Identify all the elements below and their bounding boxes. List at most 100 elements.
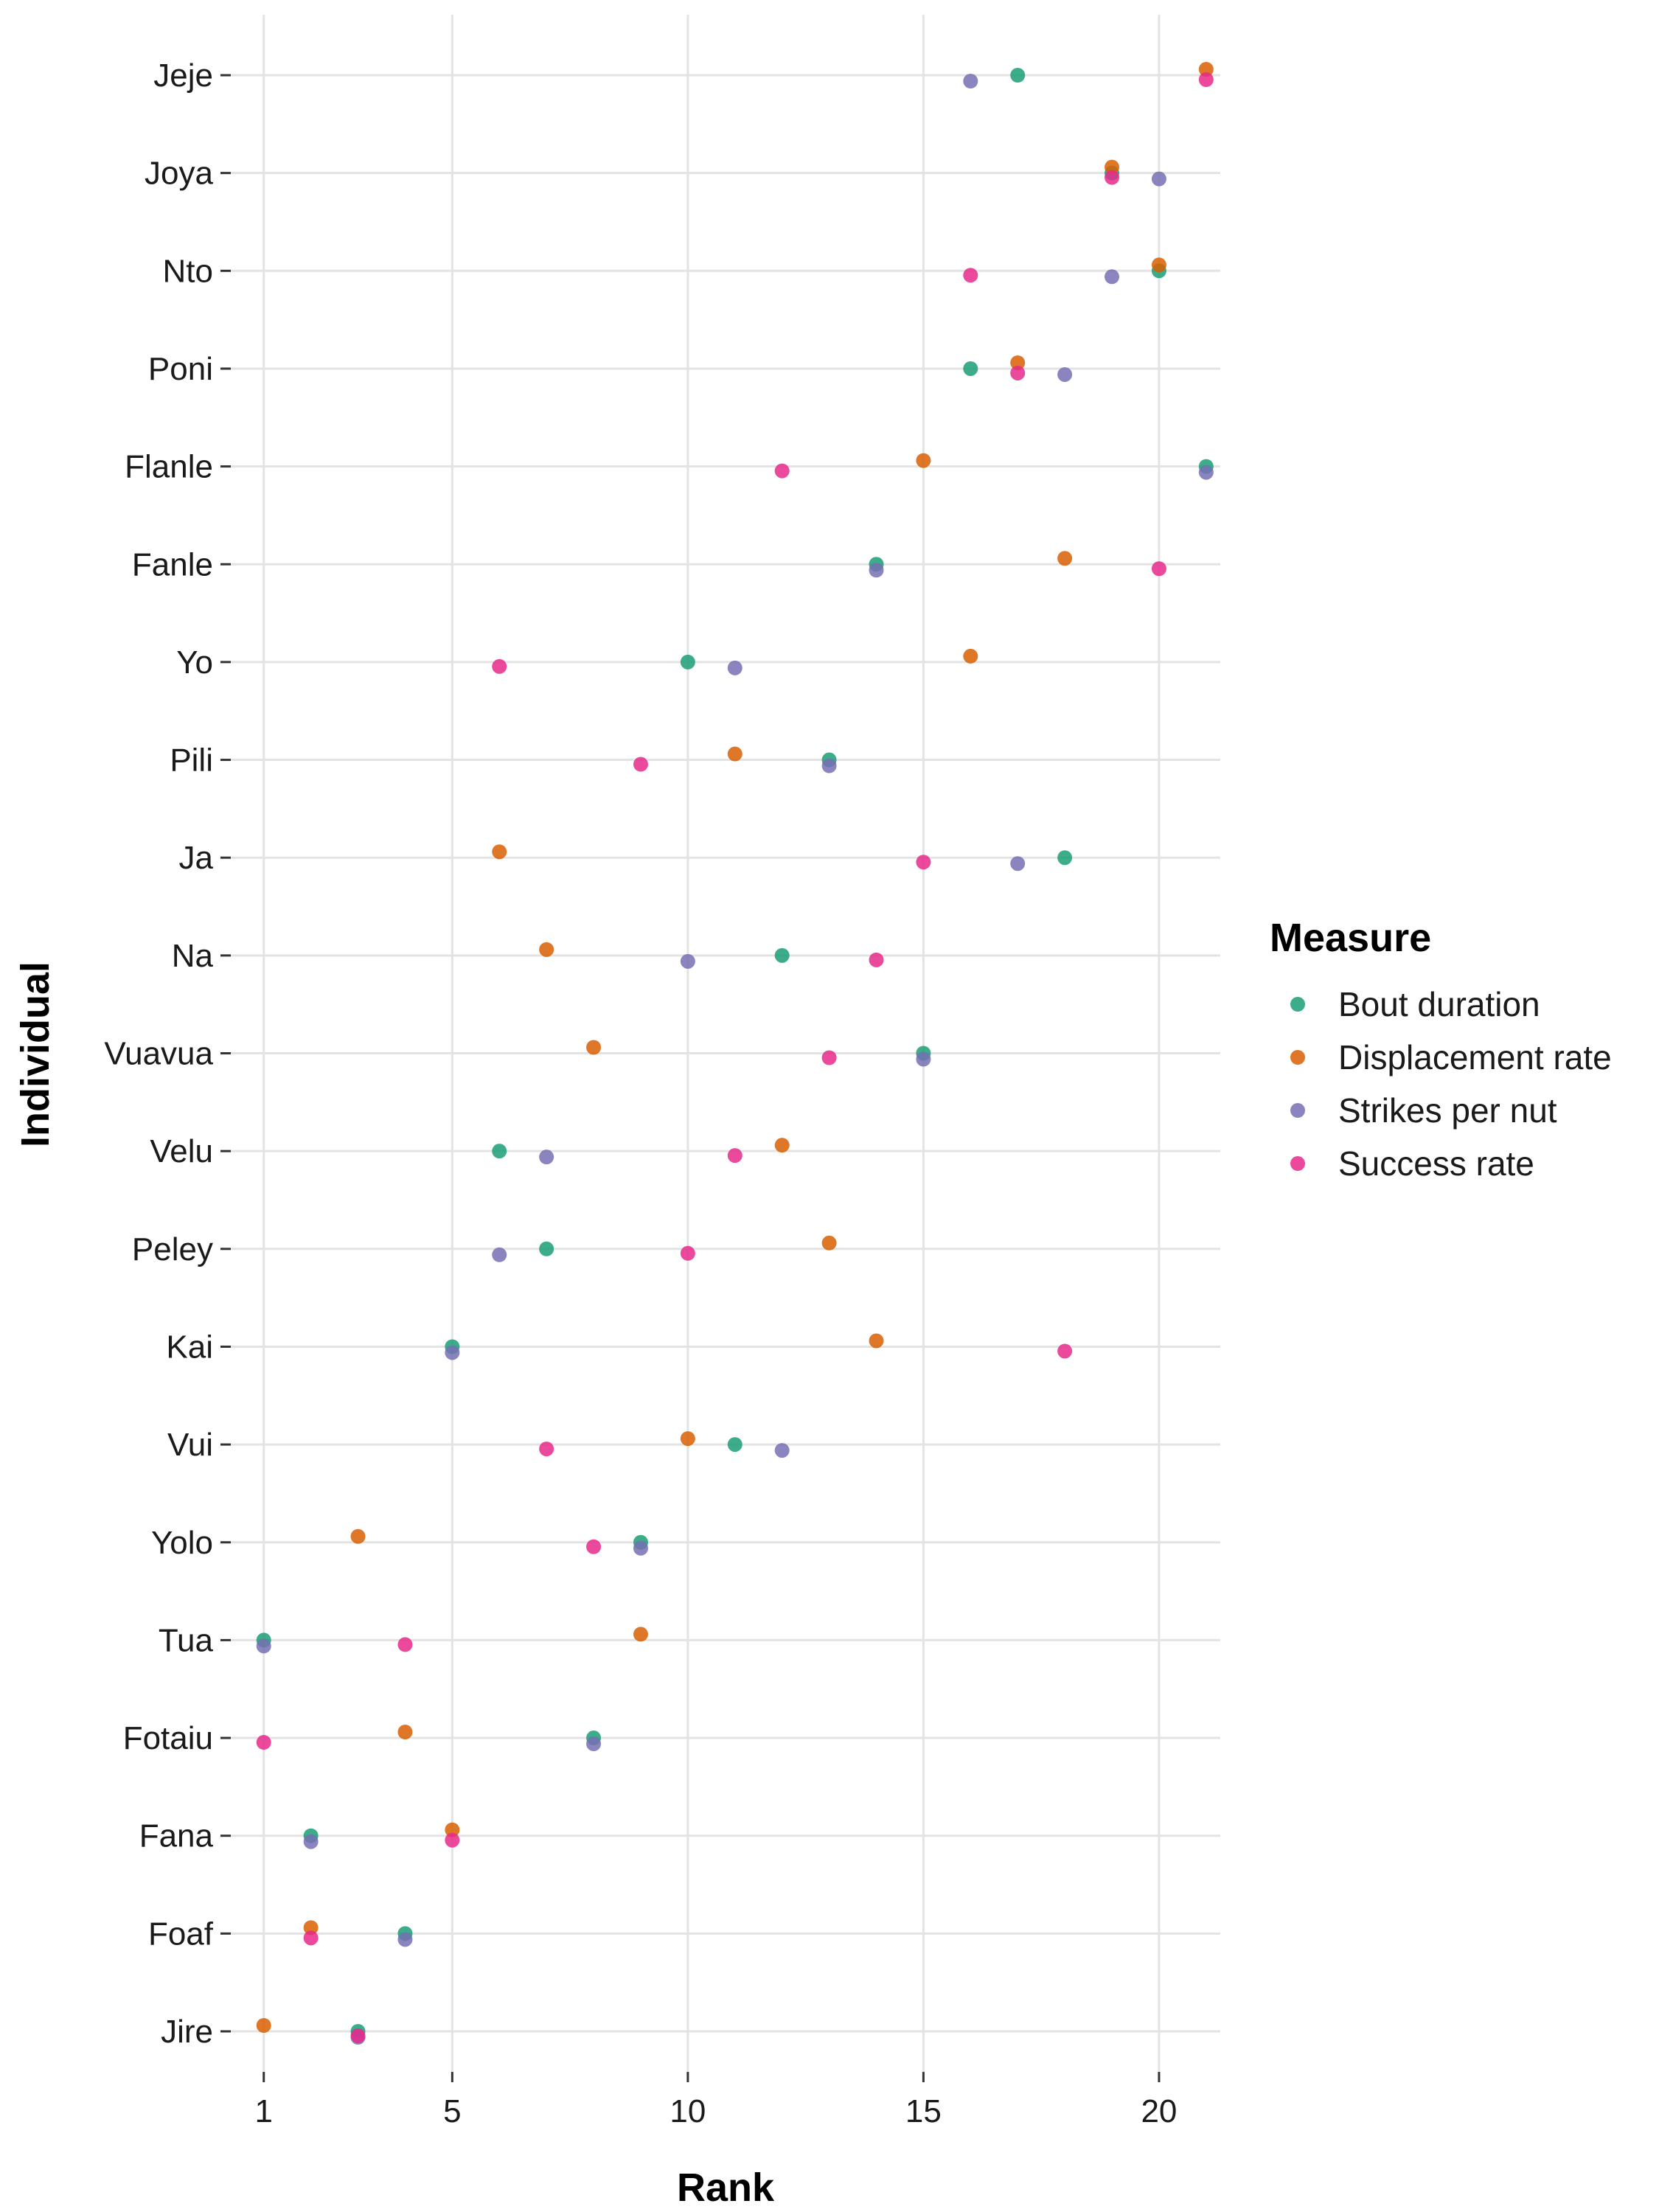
y-tick-label-jeje: Jeje xyxy=(153,58,213,94)
legend-label-strikes-per-nut: Strikes per nut xyxy=(1338,1091,1557,1130)
point-success-rate-na xyxy=(869,952,884,967)
point-strikes-per-nut-yo xyxy=(727,660,742,675)
point-strikes-per-nut-jeje xyxy=(963,74,978,88)
point-displacement-rate-joya xyxy=(1105,159,1120,175)
x-tick-label: 10 xyxy=(669,2093,706,2129)
point-strikes-per-nut-tua xyxy=(256,1638,271,1654)
point-success-rate-jeje xyxy=(1198,72,1214,87)
y-tick-label-peley: Peley xyxy=(132,1231,213,1267)
point-displacement-rate-fotaiu xyxy=(397,1725,413,1740)
x-tick-label: 1 xyxy=(254,2093,272,2129)
point-displacement-rate-jeje xyxy=(1198,62,1214,77)
legend-key-bout-duration xyxy=(1290,997,1305,1012)
y-tick-label-fanle: Fanle xyxy=(132,546,213,582)
point-strikes-per-nut-poni xyxy=(1057,366,1073,382)
point-strikes-per-nut-ja xyxy=(1010,856,1026,872)
point-displacement-rate-velu xyxy=(774,1138,790,1153)
y-tick-label-nto: Nto xyxy=(163,253,213,289)
point-displacement-rate-yo xyxy=(963,648,978,664)
point-strikes-per-nut-flanle xyxy=(1198,465,1214,480)
y-tick-label-velu: Velu xyxy=(150,1133,213,1169)
point-strikes-per-nut-fotaiu xyxy=(586,1736,602,1752)
legend-label-success-rate: Success rate xyxy=(1338,1144,1534,1183)
point-displacement-rate-kai xyxy=(869,1333,884,1349)
point-displacement-rate-jire xyxy=(256,2018,271,2033)
legend-title: Measure xyxy=(1270,916,1431,960)
point-displacement-rate-vuavua xyxy=(586,1040,602,1055)
point-displacement-rate-tua xyxy=(633,1627,648,1642)
point-success-rate-ja xyxy=(916,855,931,870)
y-axis: Jeje Joya Nto Poni Flanle Fanle Yo Pili Ja Na Vuav… xyxy=(104,58,231,2050)
y-tick-label-pili: Pili xyxy=(170,742,213,779)
y-tick-label-joya: Joya xyxy=(145,156,213,192)
y-tick-label-flanle: Flanle xyxy=(125,449,213,485)
point-success-rate-fana xyxy=(445,1832,460,1848)
y-tick-label-vuavua: Vuavua xyxy=(104,1036,213,1072)
point-displacement-rate-vui xyxy=(680,1431,695,1447)
point-displacement-rate-pili xyxy=(727,746,742,762)
point-displacement-rate-nto xyxy=(1151,257,1166,273)
point-success-rate-velu xyxy=(727,1148,742,1164)
point-success-rate-tua xyxy=(397,1637,413,1652)
point-strikes-per-nut-velu xyxy=(539,1150,554,1165)
point-displacement-rate-foaf xyxy=(303,1920,319,1935)
point-success-rate-nto xyxy=(963,268,978,283)
point-strikes-per-nut-kai xyxy=(445,1345,460,1360)
y-axis-title: Individual xyxy=(13,961,58,1147)
point-strikes-per-nut-joya xyxy=(1151,171,1166,187)
y-tick-label-yolo: Yolo xyxy=(151,1525,213,1561)
grid xyxy=(231,15,1220,2072)
x-tick-label: 15 xyxy=(905,2093,942,2129)
point-displacement-rate-poni xyxy=(1010,355,1026,370)
x-tick-label: 5 xyxy=(443,2093,461,2129)
legend: Measure Bout duration Displacement rate St… xyxy=(1270,916,1612,1183)
data-points xyxy=(256,62,1214,2045)
point-bout-duration-vui xyxy=(727,1437,742,1453)
legend-label-displacement-rate: Displacement rate xyxy=(1338,1038,1612,1077)
y-tick-label-ja: Ja xyxy=(179,840,214,876)
point-success-rate-yo xyxy=(492,658,507,674)
point-strikes-per-nut-fanle xyxy=(869,563,884,578)
point-bout-duration-peley xyxy=(539,1241,554,1256)
y-tick-label-foaf: Foaf xyxy=(148,1916,214,1952)
point-success-rate-fotaiu xyxy=(256,1735,271,1750)
point-strikes-per-nut-yolo xyxy=(633,1540,648,1556)
point-success-rate-vuavua xyxy=(821,1050,837,1065)
point-displacement-rate-na xyxy=(539,942,554,957)
y-tick-label-tua: Tua xyxy=(159,1622,214,1658)
point-strikes-per-nut-pili xyxy=(821,758,837,773)
point-success-rate-fanle xyxy=(1151,561,1166,577)
point-strikes-per-nut-vuavua xyxy=(916,1051,931,1067)
point-bout-duration-poni xyxy=(963,361,978,376)
legend-key-strikes-per-nut xyxy=(1290,1103,1305,1118)
x-axis-title: Rank xyxy=(677,2166,775,2210)
y-tick-label-vui: Vui xyxy=(167,1427,213,1463)
y-tick-label-fana: Fana xyxy=(139,1818,214,1854)
point-success-rate-joya xyxy=(1105,170,1120,185)
point-success-rate-foaf xyxy=(303,1930,319,1946)
point-strikes-per-nut-na xyxy=(680,953,695,969)
point-displacement-rate-peley xyxy=(821,1235,837,1251)
point-bout-duration-na xyxy=(774,947,790,963)
legend-label-bout-duration: Bout duration xyxy=(1338,985,1540,1023)
point-bout-duration-jeje xyxy=(1010,68,1026,83)
y-tick-label-fotaiu: Fotaiu xyxy=(123,1720,213,1756)
point-strikes-per-nut-peley xyxy=(492,1247,507,1262)
y-tick-label-poni: Poni xyxy=(148,351,213,387)
point-success-rate-vui xyxy=(539,1441,554,1457)
point-displacement-rate-ja xyxy=(492,844,507,860)
y-tick-label-yo: Yo xyxy=(176,644,213,681)
point-strikes-per-nut-nto xyxy=(1105,269,1120,285)
y-tick-label-kai: Kai xyxy=(166,1329,213,1365)
x-axis: 1 5 10 15 20 xyxy=(254,2072,1177,2129)
y-tick-label-jire: Jire xyxy=(161,2014,213,2050)
legend-key-displacement-rate xyxy=(1290,1050,1305,1065)
point-displacement-rate-flanle xyxy=(916,453,931,468)
point-success-rate-jire xyxy=(350,2028,366,2043)
x-tick-label: 20 xyxy=(1141,2093,1177,2129)
point-success-rate-pili xyxy=(633,757,648,772)
point-bout-duration-ja xyxy=(1057,850,1073,866)
point-displacement-rate-fana xyxy=(445,1822,460,1837)
point-success-rate-peley xyxy=(680,1245,695,1261)
point-success-rate-yolo xyxy=(586,1539,602,1554)
